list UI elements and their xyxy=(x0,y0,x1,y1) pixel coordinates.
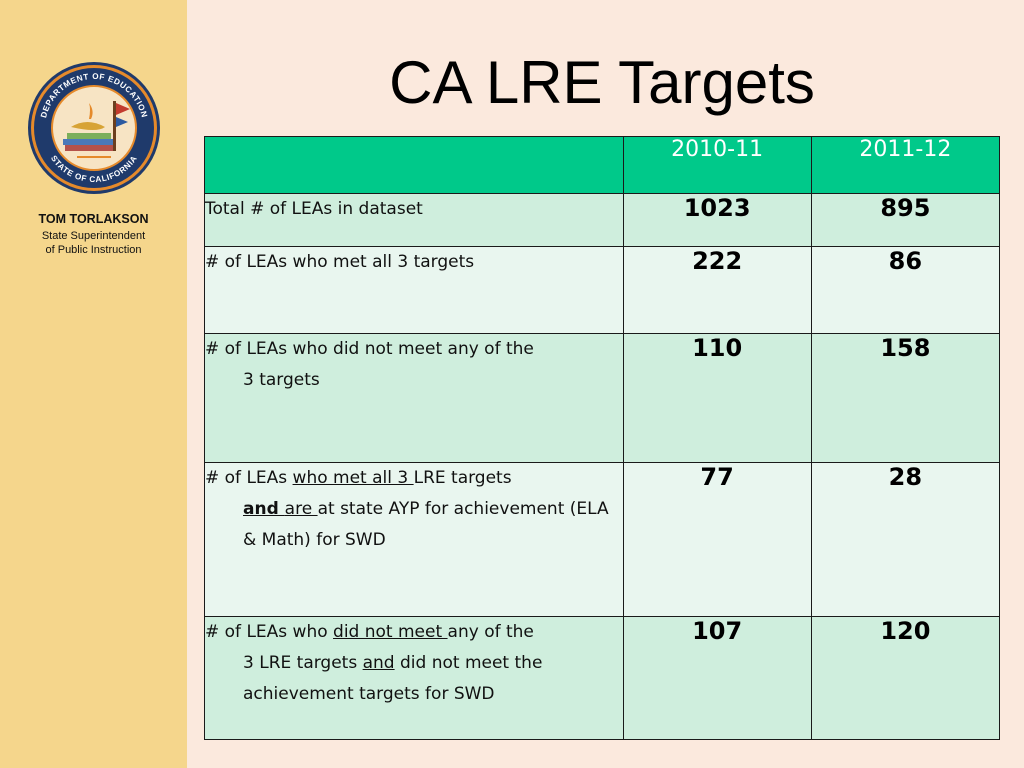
superintendent-title-line1: State Superintendent xyxy=(41,230,146,242)
sidebar: DEPARTMENT OF EDUCATION STATE OF CALIFOR… xyxy=(0,0,187,768)
table-row: # of LEAs who did not meet any of the 3 … xyxy=(204,333,1001,463)
value-2011-12: 86 xyxy=(810,246,1001,334)
row-label: # of LEAs who did not meet any of the 3 … xyxy=(204,616,624,740)
table-row: # of LEAs who met all 3 LRE targets and … xyxy=(204,462,1001,617)
row-label: # of LEAs who met all 3 LRE targets and … xyxy=(204,462,624,617)
value-2010-11: 110 xyxy=(622,333,812,463)
header-cell-blank xyxy=(204,136,624,194)
value-2011-12: 120 xyxy=(810,616,1001,740)
slide-title: CA LRE Targets xyxy=(389,49,815,116)
value-2011-12: 158 xyxy=(810,333,1001,463)
value-2011-12: 895 xyxy=(810,193,1001,247)
table-header-row: 2010-11 2011-12 xyxy=(204,136,1001,194)
header-cell-2010-11: 2010-11 xyxy=(622,136,812,194)
row-label: # of LEAs who did not meet any of the 3 … xyxy=(204,333,624,463)
table-row: # of LEAs who met all 3 targets 222 86 xyxy=(204,246,1001,334)
value-2010-11: 77 xyxy=(622,462,812,617)
header-cell-2011-12: 2011-12 xyxy=(810,136,1001,194)
department-of-education-seal: DEPARTMENT OF EDUCATION STATE OF CALIFOR… xyxy=(28,62,160,194)
table-row: # of LEAs who did not meet any of the 3 … xyxy=(204,616,1001,740)
value-2010-11: 107 xyxy=(622,616,812,740)
table-row: Total # of LEAs in dataset 1023 895 xyxy=(204,193,1001,247)
row-label: # of LEAs who met all 3 targets xyxy=(204,246,624,334)
value-2010-11: 1023 xyxy=(622,193,812,247)
lre-targets-table: 2010-11 2011-12 Total # of LEAs in datas… xyxy=(204,136,1001,740)
row-label: Total # of LEAs in dataset xyxy=(204,193,624,247)
value-2011-12: 28 xyxy=(810,462,1001,617)
superintendent-name: TOM TORLAKSON xyxy=(38,212,149,226)
superintendent-title-line2: of Public Instruction xyxy=(45,244,142,256)
value-2010-11: 222 xyxy=(622,246,812,334)
